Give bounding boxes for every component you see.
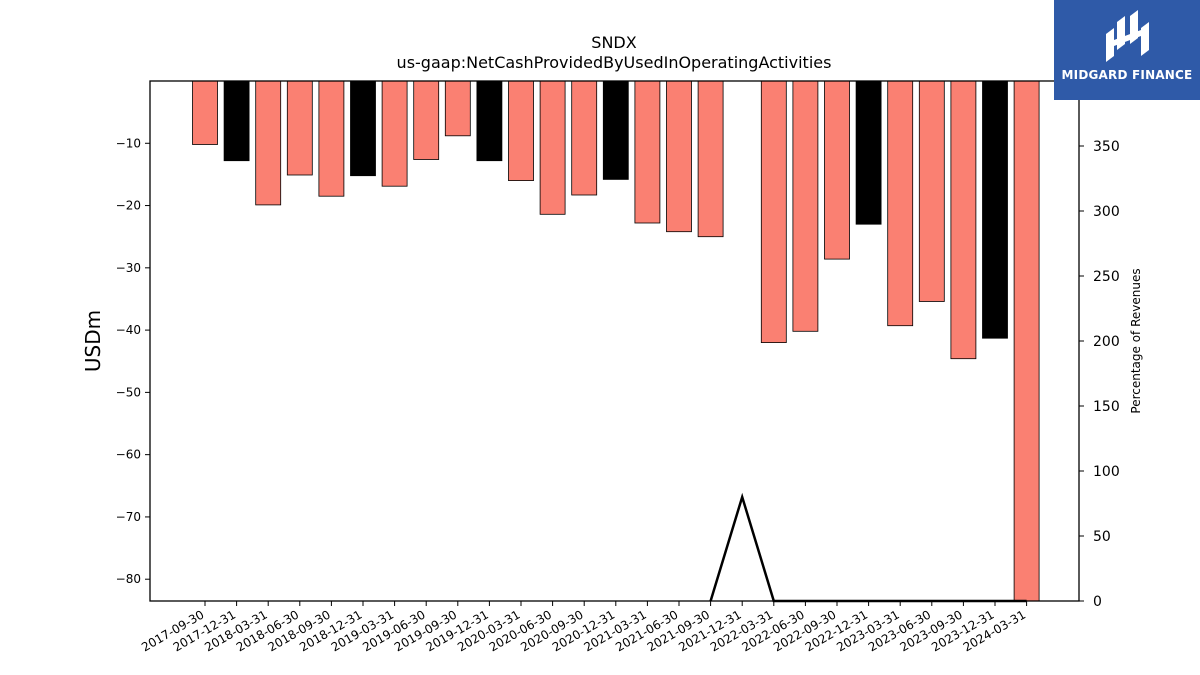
logo: MIDGARD FINANCE xyxy=(1054,0,1200,100)
y-axis: −10 −20 −30 −40 −50 −60 −70 −80 xyxy=(116,136,150,586)
bar xyxy=(792,80,819,332)
y-tick-label: −80 xyxy=(116,572,141,586)
y-tick-label: −30 xyxy=(116,261,141,275)
bar xyxy=(855,80,882,225)
bar xyxy=(918,80,945,302)
y2-tick-label: 200 xyxy=(1093,334,1120,350)
y-tick-label: −70 xyxy=(116,510,141,524)
bars-group xyxy=(192,80,1040,602)
bar xyxy=(697,80,724,238)
percentage-line xyxy=(709,492,1027,603)
y-tick-label: −10 xyxy=(116,136,141,150)
y2-tick-label: 300 xyxy=(1093,204,1120,220)
bar xyxy=(634,80,661,224)
bar xyxy=(887,80,914,327)
bar xyxy=(381,80,408,187)
y-tick-label: −60 xyxy=(116,448,141,462)
bar xyxy=(508,80,534,181)
logo-mark-icon xyxy=(1106,10,1149,62)
bar xyxy=(602,80,629,180)
y2-tick-label: 250 xyxy=(1093,269,1120,285)
bar xyxy=(950,80,977,360)
bar xyxy=(760,80,787,344)
bar xyxy=(571,80,598,196)
bar xyxy=(413,80,440,160)
y2-tick-label: 150 xyxy=(1093,399,1120,415)
bar xyxy=(476,80,503,162)
y-tick-label: −40 xyxy=(116,323,141,337)
y2-tick-label: 50 xyxy=(1093,529,1111,545)
y2-tick-label: 100 xyxy=(1093,464,1120,480)
y-axis-label: USDm xyxy=(81,310,105,372)
y-tick-label: −20 xyxy=(116,199,141,213)
bar xyxy=(444,80,471,137)
x-axis: 2017-09-302017-12-312018-03-312018-06-30… xyxy=(139,601,1028,654)
y2-tick-label: 0 xyxy=(1093,594,1102,610)
bar xyxy=(286,80,313,176)
bar xyxy=(192,80,218,145)
bar xyxy=(350,80,376,177)
chart-title: SNDX xyxy=(591,33,636,52)
y2-axis-label: Percentage of Revenues xyxy=(1129,268,1143,413)
logo-text: MIDGARD FINANCE xyxy=(1061,68,1193,82)
line-group xyxy=(709,492,1027,603)
chart-subtitle: us-gaap:NetCashProvidedByUsedInOperating… xyxy=(397,53,832,72)
bar xyxy=(223,80,250,162)
bar xyxy=(539,80,566,215)
bar xyxy=(255,80,282,206)
bar xyxy=(318,80,345,197)
y2-axis: 0 50 100 150 200 250 300 350 xyxy=(1079,139,1120,610)
bar xyxy=(824,80,850,260)
y2-tick-label: 350 xyxy=(1093,139,1120,155)
bar xyxy=(666,80,692,233)
bar xyxy=(982,80,1008,339)
bar xyxy=(1013,80,1040,602)
y-tick-label: −50 xyxy=(116,385,141,399)
